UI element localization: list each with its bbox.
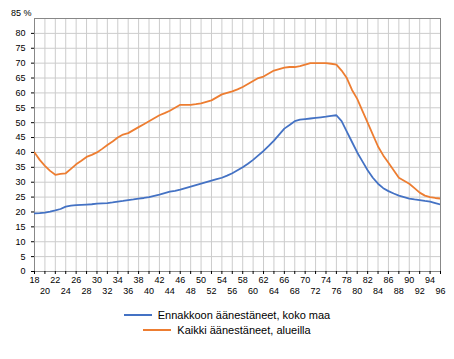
svg-text:76: 76 — [331, 286, 341, 296]
svg-text:20: 20 — [40, 286, 50, 296]
svg-text:5: 5 — [20, 251, 25, 261]
svg-text:45: 45 — [15, 132, 25, 142]
svg-text:42: 42 — [154, 275, 164, 285]
svg-text:35: 35 — [15, 162, 25, 172]
svg-text:96: 96 — [435, 286, 445, 296]
svg-text:10: 10 — [15, 237, 25, 247]
svg-text:78: 78 — [342, 275, 352, 285]
svg-text:40: 40 — [144, 286, 154, 296]
svg-text:40: 40 — [15, 147, 25, 157]
svg-text:24: 24 — [61, 286, 71, 296]
svg-text:18: 18 — [29, 275, 39, 285]
svg-text:82: 82 — [363, 275, 373, 285]
svg-text:75: 75 — [15, 43, 25, 53]
svg-text:92: 92 — [415, 286, 425, 296]
svg-text:72: 72 — [311, 286, 321, 296]
svg-text:20: 20 — [15, 207, 25, 217]
svg-text:26: 26 — [71, 275, 81, 285]
svg-text:52: 52 — [206, 286, 216, 296]
svg-text:90: 90 — [404, 275, 414, 285]
svg-text:65: 65 — [15, 73, 25, 83]
svg-text:70: 70 — [15, 58, 25, 68]
svg-text:46: 46 — [175, 275, 185, 285]
html-text:Kaikki äänestäneet, alueilla: Kaikki äänestäneet, alueilla — [177, 324, 311, 336]
svg-text:80: 80 — [352, 286, 362, 296]
svg-text:50: 50 — [196, 275, 206, 285]
svg-text:86: 86 — [383, 275, 393, 285]
svg-text:60: 60 — [248, 286, 258, 296]
svg-text:84: 84 — [373, 286, 383, 296]
svg-text:30: 30 — [92, 275, 102, 285]
svg-text:48: 48 — [186, 286, 196, 296]
svg-text:22: 22 — [50, 275, 60, 285]
svg-text:34: 34 — [113, 275, 123, 285]
svg-text:55: 55 — [15, 103, 25, 113]
svg-text:66: 66 — [279, 275, 289, 285]
svg-text:50: 50 — [15, 118, 25, 128]
svg-text:58: 58 — [238, 275, 248, 285]
svg-text:62: 62 — [259, 275, 269, 285]
svg-text:15: 15 — [15, 222, 25, 232]
svg-text:80: 80 — [15, 28, 25, 38]
svg-text:32: 32 — [102, 286, 112, 296]
svg-text:64: 64 — [269, 286, 279, 296]
svg-text:36: 36 — [123, 286, 133, 296]
svg-text:56: 56 — [227, 286, 237, 296]
svg-text:70: 70 — [300, 275, 310, 285]
svg-text:74: 74 — [321, 275, 331, 285]
svg-text:94: 94 — [425, 275, 435, 285]
svg-text:44: 44 — [165, 286, 175, 296]
svg-text:38: 38 — [134, 275, 144, 285]
svg-text:68: 68 — [290, 286, 300, 296]
svg-text:88: 88 — [394, 286, 404, 296]
svg-text:28: 28 — [82, 286, 92, 296]
svg-text:54: 54 — [217, 275, 227, 285]
svg-text:0: 0 — [20, 266, 25, 276]
html-text:Ennakkoon äänestäneet, koko ma: Ennakkoon äänestäneet, koko maa — [157, 309, 331, 321]
svg-text:30: 30 — [15, 177, 25, 187]
svg-text:60: 60 — [15, 88, 25, 98]
svg-text:85 %: 85 % — [11, 8, 32, 18]
svg-text:25: 25 — [15, 192, 25, 202]
